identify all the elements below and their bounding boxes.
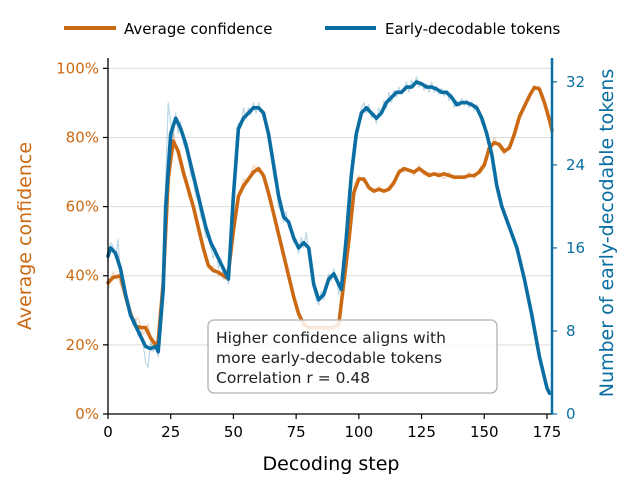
x-tick-label-1: 25 xyxy=(161,423,180,441)
annotation-box: Higher confidence aligns with more early… xyxy=(207,319,498,394)
y-right-tick-label-4: 32 xyxy=(566,73,585,91)
y-right-tick-label-0: 0 xyxy=(566,405,576,423)
y-left-axis-title: Average confidence xyxy=(14,142,36,330)
x-tick-label-4: 100 xyxy=(345,423,374,441)
y-left-tick-label-3: 60% xyxy=(66,198,99,216)
legend-label-tokens: Early-decodable tokens xyxy=(385,20,561,38)
series-line-1 xyxy=(106,80,552,395)
y-left-tick-label-2: 40% xyxy=(66,267,99,285)
annotation-line-3: Correlation r = 0.48 xyxy=(216,369,370,387)
axes xyxy=(107,58,554,415)
legend-label-confidence: Average confidence xyxy=(124,20,272,38)
y-left-tick-label-4: 80% xyxy=(66,128,99,146)
gridlines xyxy=(108,67,552,346)
x-tick-label-2: 50 xyxy=(224,423,243,441)
y-left-tick-label-0: 0% xyxy=(75,405,99,423)
ticks: 0 25 50 75 100 125 150 175 0% 20% 40% 60% 80% 100% 0 8 1… xyxy=(56,59,585,441)
y-left-tick-label-1: 20% xyxy=(66,336,99,354)
x-axis-title: Decoding step xyxy=(263,453,400,475)
annotation-line-1: Higher confidence aligns with xyxy=(216,329,446,347)
x-tick-label-3: 75 xyxy=(287,423,306,441)
annotation-line-2: more early-decodable tokens xyxy=(216,349,442,367)
legend: Average confidence Early-decodable token… xyxy=(64,20,561,38)
x-tick-label-5: 125 xyxy=(407,423,436,441)
y-right-tick-label-2: 16 xyxy=(566,239,585,257)
annotation-frame xyxy=(207,319,498,394)
x-tick-label-0: 0 xyxy=(103,423,113,441)
y-left-tick-label-5: 100% xyxy=(56,59,99,77)
y-right-tick-label-3: 24 xyxy=(566,156,585,174)
x-tick-label-7: 175 xyxy=(533,423,562,441)
y-right-tick-label-1: 8 xyxy=(566,322,576,340)
x-tick-label-6: 150 xyxy=(470,423,499,441)
y-right-axis-title: Number of early-decodable tokens xyxy=(596,69,618,398)
